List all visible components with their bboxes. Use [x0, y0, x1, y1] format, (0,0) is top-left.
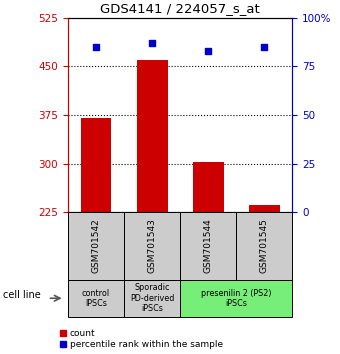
Text: GSM701544: GSM701544: [204, 219, 213, 273]
Title: GDS4141 / 224057_s_at: GDS4141 / 224057_s_at: [100, 2, 260, 15]
Point: [205, 48, 211, 53]
Bar: [81, 118, 112, 212]
Bar: [180, 280, 292, 317]
Point: [93, 44, 99, 50]
Text: GSM701542: GSM701542: [91, 219, 101, 273]
Text: GSM701543: GSM701543: [148, 218, 157, 274]
Bar: [193, 162, 224, 212]
Bar: [124, 280, 180, 317]
Bar: [137, 60, 168, 212]
Text: Sporadic
PD-derived
iPSCs: Sporadic PD-derived iPSCs: [130, 283, 174, 313]
Bar: [68, 280, 124, 317]
Text: control
IPSCs: control IPSCs: [82, 289, 110, 308]
Legend: count, percentile rank within the sample: count, percentile rank within the sample: [55, 325, 227, 353]
Bar: [180, 212, 236, 280]
Bar: [236, 212, 292, 280]
Text: GSM701545: GSM701545: [260, 218, 269, 274]
Point: [262, 44, 267, 50]
Bar: [68, 212, 124, 280]
Bar: [124, 212, 180, 280]
Text: cell line: cell line: [3, 290, 41, 300]
Point: [150, 40, 155, 46]
Bar: [249, 205, 280, 212]
Text: presenilin 2 (PS2)
iPSCs: presenilin 2 (PS2) iPSCs: [201, 289, 272, 308]
